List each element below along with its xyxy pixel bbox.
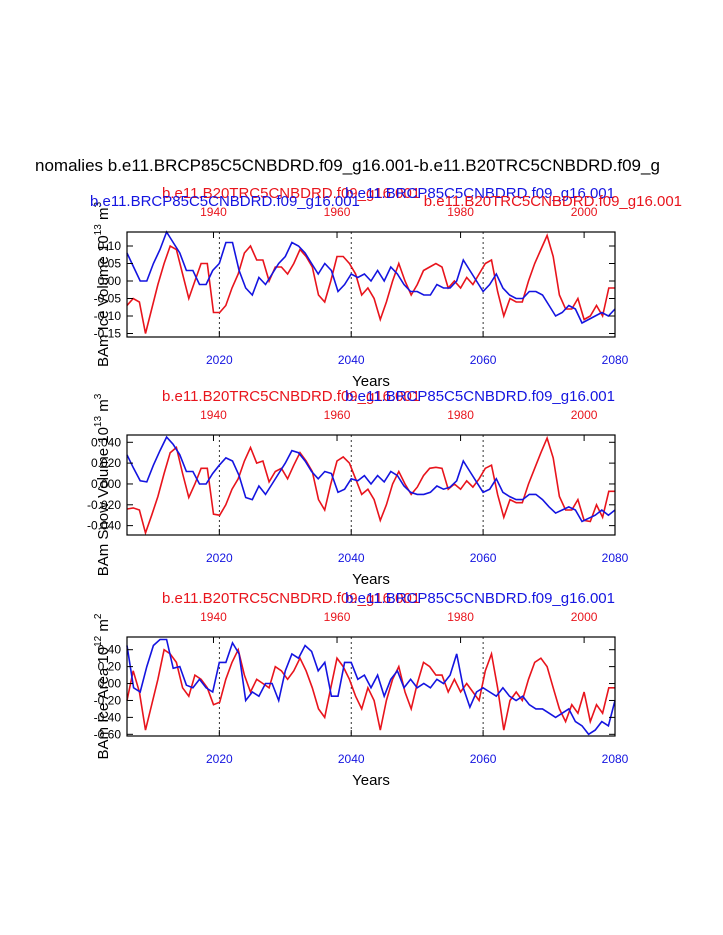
panel-title-right: b.e11.BRCP85C5CNBDRD.f09_g16.001 bbox=[345, 590, 615, 607]
x-bottom-tick-label: 2080 bbox=[602, 752, 629, 766]
panel-title-right: b.e11.BRCP85C5CNBDRD.f09_g16.001 bbox=[345, 388, 615, 405]
x-bottom-tick-label: 2040 bbox=[338, 752, 365, 766]
y-tick-label: -0.40 bbox=[94, 710, 122, 724]
x-bottom-tick-label: 2060 bbox=[470, 752, 497, 766]
y-tick-label: -0.60 bbox=[94, 727, 122, 741]
panel-3: -0.60 -0.40 -0.20 0.00 0.20 0.40 2020 2040 2060 2… bbox=[93, 590, 629, 789]
x-bottom-tick-label: 2080 bbox=[602, 551, 629, 565]
series-line-red bbox=[126, 647, 615, 731]
y-tick-label: 0.00 bbox=[98, 274, 122, 288]
y-axis-label: BAm Ice Area 1012 m2 bbox=[93, 613, 112, 759]
y-tick-label: 0.40 bbox=[98, 643, 122, 657]
plot-frame bbox=[126, 231, 616, 338]
y-tick-label: -0.020 bbox=[87, 498, 121, 512]
y-tick-label: 0.00 bbox=[98, 677, 122, 691]
panel-subtitle-left: b.e11.BRCP85C5CNBDRD.f09_g16.001 bbox=[90, 193, 360, 210]
series-line-blue bbox=[126, 638, 616, 736]
y-tick-label: 0.20 bbox=[98, 660, 122, 674]
x-top-tick-label: 2000 bbox=[571, 205, 598, 219]
x-bottom-tick-label: 2020 bbox=[206, 353, 233, 367]
panel-1: -0.15 -0.10 -0.05 0.00 0.05 0.10 2020 2040 2060 2… bbox=[90, 185, 682, 390]
x-bottom-tick-label: 2060 bbox=[470, 551, 497, 565]
panel-2: -0.040 -0.020 0.000 0.020 0.040 2020 2040 2060 2… bbox=[87, 388, 629, 588]
y-tick-label: -0.10 bbox=[94, 309, 122, 323]
x-top-tick-label: 1980 bbox=[447, 610, 474, 624]
x-top-tick-label: 1940 bbox=[200, 205, 227, 219]
y-axis-label: BAm Snow Volume 1013 m3 bbox=[93, 393, 112, 576]
x-top-tick-label: 1960 bbox=[324, 610, 351, 624]
plot-frame bbox=[126, 636, 616, 737]
x-top-tick-label: 1960 bbox=[324, 205, 351, 219]
x-bottom-tick-label: 2020 bbox=[206, 551, 233, 565]
x-top-tick-label: 1980 bbox=[447, 205, 474, 219]
y-tick-label: -0.15 bbox=[94, 327, 122, 341]
y-tick-label: 0.000 bbox=[91, 477, 121, 491]
y-tick-label: 0.020 bbox=[91, 456, 121, 470]
x-top-tick-label: 1980 bbox=[447, 408, 474, 422]
x-bottom-tick-label: 2060 bbox=[470, 353, 497, 367]
series-line-blue bbox=[126, 435, 616, 523]
panel-title-left: b.e11.B20TRC5CNBDRD.f09_g16.001 bbox=[162, 185, 420, 202]
y-tick-label: 0.05 bbox=[98, 257, 122, 271]
y-tick-label: 0.040 bbox=[91, 435, 121, 449]
x-axis-label: Years bbox=[352, 571, 390, 588]
panel-title-left: b.e11.B20TRC5CNBDRD.f09_g16.001 bbox=[162, 388, 420, 405]
x-bottom-tick-label: 2040 bbox=[338, 551, 365, 565]
series-line-blue bbox=[126, 230, 616, 325]
panel-title-right: b.e11.BRCP85C5CNBDRD.f09_g16.001 bbox=[345, 185, 615, 202]
series-line-red bbox=[126, 435, 615, 536]
x-top-tick-label: 1960 bbox=[324, 408, 351, 422]
panel-subtitle-right: b.e11.B20TRC5CNBDRD.f09_g16.001 bbox=[424, 193, 682, 210]
plot-frame bbox=[126, 434, 616, 536]
panel-title-left: b.e11.B20TRC5CNBDRD.f09_g16.001 bbox=[162, 590, 420, 607]
x-axis-label: Years bbox=[352, 373, 390, 390]
y-tick-label: -0.20 bbox=[94, 693, 122, 707]
x-top-tick-label: 1940 bbox=[200, 408, 227, 422]
x-top-tick-label: 2000 bbox=[571, 610, 598, 624]
x-top-tick-label: 2000 bbox=[571, 408, 598, 422]
x-bottom-tick-label: 2080 bbox=[602, 353, 629, 367]
y-tick-label: -0.040 bbox=[87, 519, 121, 533]
x-bottom-tick-label: 2040 bbox=[338, 353, 365, 367]
x-top-tick-label: 1940 bbox=[200, 610, 227, 624]
y-axis-label: BAm Ice Volume 1013 m3 bbox=[93, 202, 112, 368]
y-tick-label: -0.05 bbox=[94, 292, 122, 306]
series-line-red bbox=[126, 233, 615, 334]
y-tick-label: 0.10 bbox=[98, 239, 122, 253]
panels: -0.15 -0.10 -0.05 0.00 0.05 0.10 2020 2040 2060 2… bbox=[87, 185, 682, 789]
x-bottom-tick-label: 2020 bbox=[206, 752, 233, 766]
x-axis-label: Years bbox=[352, 772, 390, 789]
figure-title: nomalies b.e11.BRCP85C5CNBDRD.f09_g16.00… bbox=[35, 156, 660, 175]
